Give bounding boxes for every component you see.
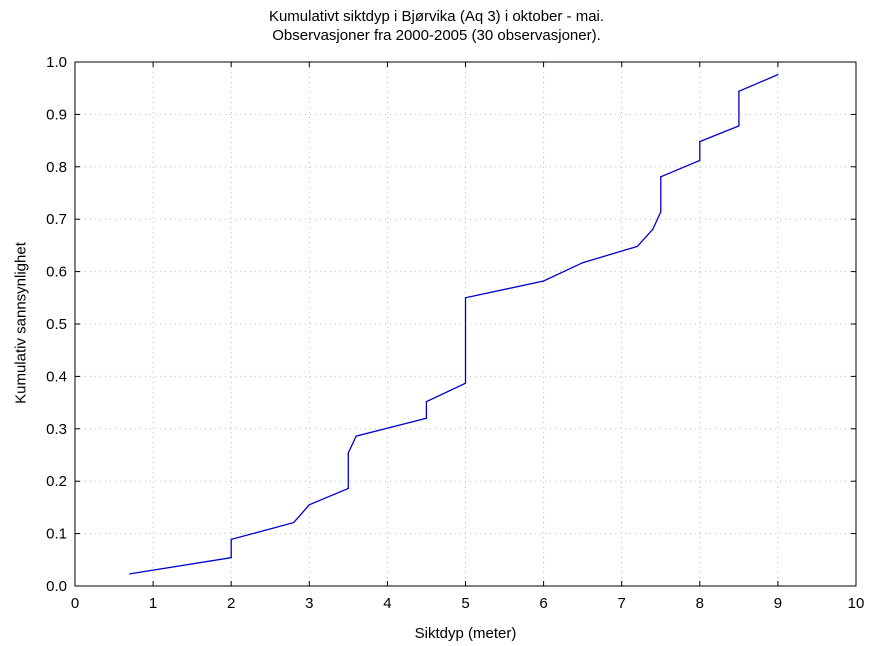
data-point <box>652 228 654 230</box>
x-tick-label: 3 <box>305 595 313 612</box>
data-point <box>425 400 428 403</box>
x-tick-label: 2 <box>227 595 235 612</box>
x-tick-label: 4 <box>383 595 391 612</box>
x-tick-label: 5 <box>461 595 469 612</box>
data-point <box>636 245 638 248</box>
data-point <box>347 452 349 454</box>
data-point <box>738 125 740 127</box>
data-point <box>355 435 357 437</box>
x-tick-label: 8 <box>696 595 704 612</box>
data-point <box>582 262 584 264</box>
data-point <box>699 159 701 162</box>
data-point <box>293 521 295 524</box>
x-tick-label: 6 <box>539 595 547 612</box>
data-point <box>129 573 131 575</box>
y-tick-label: 0.0 <box>46 578 67 595</box>
data-point <box>464 382 467 384</box>
x-tick-label: 10 <box>848 595 865 612</box>
y-tick-label: 0.6 <box>46 264 67 281</box>
data-point <box>425 417 428 419</box>
y-tick-label: 0.7 <box>46 211 67 228</box>
y-tick-label: 0.1 <box>46 526 67 543</box>
chart-title-line-1: Kumulativt siktdyp i Bjørvika (Aq 3) i o… <box>268 8 605 25</box>
data-point <box>660 211 662 213</box>
data-point <box>699 141 701 143</box>
data-point <box>464 297 467 299</box>
data-point <box>738 90 740 92</box>
chart-title-line-2: Observasjoner fra 2000-2005 (30 observas… <box>272 27 601 44</box>
data-point <box>230 557 232 559</box>
y-tick-label: 0.4 <box>46 368 67 385</box>
data-point <box>543 280 545 282</box>
y-tick-label: 0.5 <box>46 316 67 333</box>
data-point <box>347 487 349 490</box>
x-tick-label: 1 <box>149 595 157 612</box>
y-tick-label: 0.8 <box>46 159 67 176</box>
data-point <box>660 176 662 178</box>
y-tick-label: 0.9 <box>46 106 67 123</box>
x-tick-label: 0 <box>71 595 79 612</box>
x-axis-label: Siktdyp (meter) <box>414 625 517 642</box>
y-tick-label: 0.2 <box>46 473 67 490</box>
data-point <box>308 504 310 506</box>
x-tick-label: 7 <box>618 595 626 612</box>
y-axis-label: Kumulativ sannsynlighet <box>12 242 30 404</box>
data-point <box>777 73 779 76</box>
y-tick-label: 1.0 <box>46 54 67 71</box>
data-point <box>230 538 232 540</box>
x-tick-label: 9 <box>774 595 782 612</box>
y-tick-label: 0.3 <box>46 421 67 438</box>
